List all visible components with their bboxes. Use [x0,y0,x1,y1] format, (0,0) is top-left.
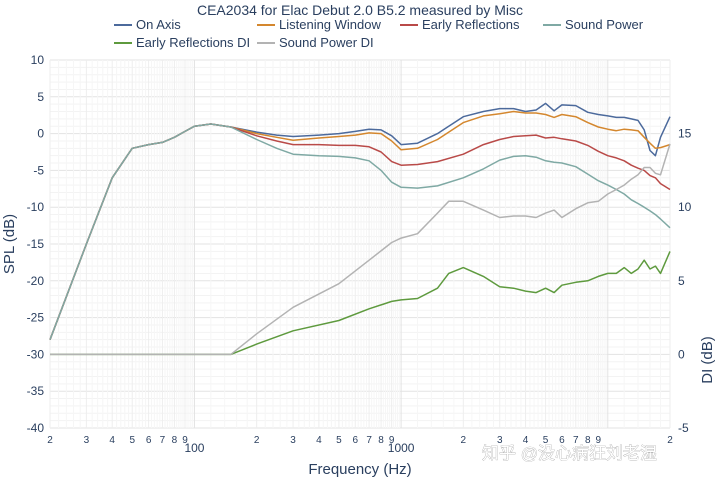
x-tick-label-minor: 2 [47,435,53,446]
x-tick-label-minor: 4 [109,435,115,446]
series-line-sound-power [49,123,671,340]
x-tick-label-minor: 4 [316,435,322,446]
legend: On Axis Listening Window Early Reflections… [114,17,644,50]
y-tick-label: -10 [27,200,45,214]
x-tick-label-minor: 3 [84,435,90,446]
x-tick-label-minor: 8 [172,435,178,446]
x-tick-label-minor: 7 [160,435,166,446]
series-line-sound-power-di [50,143,671,356]
x-tick-label-minor: 2 [254,435,260,446]
y2-axis-label: DI (dB) [699,336,716,384]
y-axis-label: SPL (dB) [1,214,18,274]
y-tick-label: -25 [27,311,45,325]
legend-item-label: Early Reflections DI [136,35,250,50]
y2-tick-label: -5 [678,421,689,435]
y-tick-label: 10 [31,53,45,67]
x-tick-label-minor: 9 [389,435,395,446]
y-tick-label: 5 [37,90,44,104]
y-tick-label: -35 [27,384,45,398]
x-tick-label-minor: 8 [378,435,384,446]
x-tick-label-minor: 2 [461,435,467,446]
x-axis-label: Frequency (Hz) [308,461,411,478]
y-tick-label: -5 [33,163,44,177]
watermark-text: 知乎 @没心病狂刘老湿 [482,444,657,463]
x-tick-label-minor: 7 [573,435,579,446]
y-tick-label: -30 [27,347,45,361]
legend-item-label: On Axis [136,17,181,32]
x-tick-label-minor: 4 [523,435,529,446]
legend-item-label: Early Reflections [422,17,520,32]
x-tick-label-minor: 6 [146,435,152,446]
x-tick-label-minor: 5 [336,435,342,446]
x-tick-label-minor: 9 [182,435,188,446]
x-tick-label-minor: 8 [585,435,591,446]
legend-item-label: Sound Power [565,17,644,32]
x-tick-label-minor: 6 [559,435,565,446]
y2-tick-label: 15 [678,127,692,141]
y-tick-label: -20 [27,274,45,288]
series-line-early-reflections [49,123,671,340]
x-tick-label-minor: 7 [366,435,372,446]
x-tick-label-minor: 2 [667,435,673,446]
y2-tick-label: 0 [678,347,685,361]
y-tick-label: 0 [37,127,44,141]
x-tick-label-minor: 5 [543,435,549,446]
y2-tick-label: 10 [678,200,692,214]
series-line-early-reflections-di [50,251,671,356]
x-tick-label-minor: 9 [596,435,602,446]
x-tick-label-minor: 3 [290,435,296,446]
y2-tick-label: 5 [678,274,685,288]
grid [49,59,671,429]
axes: 10 5 0 -5 -10 -15 -20 -25 -30 -35 -40 15 10 5 0 -5 100 10… [27,53,692,455]
series-lines [49,102,671,356]
x-tick-label-minor: 5 [129,435,135,446]
chart-title: CEA2034 for Elac Debut 2.0 B5.2 measured… [197,2,523,18]
y-tick-label: -40 [27,421,45,435]
legend-item-label: Listening Window [279,17,381,32]
y-tick-label: -15 [27,237,45,251]
x-tick-label-minor: 3 [497,435,503,446]
legend-item-label: Sound Power DI [279,35,374,50]
x-tick-label-major: 1000 [388,441,415,455]
x-tick-label-major: 100 [184,441,204,455]
x-tick-label-minor: 6 [352,435,358,446]
